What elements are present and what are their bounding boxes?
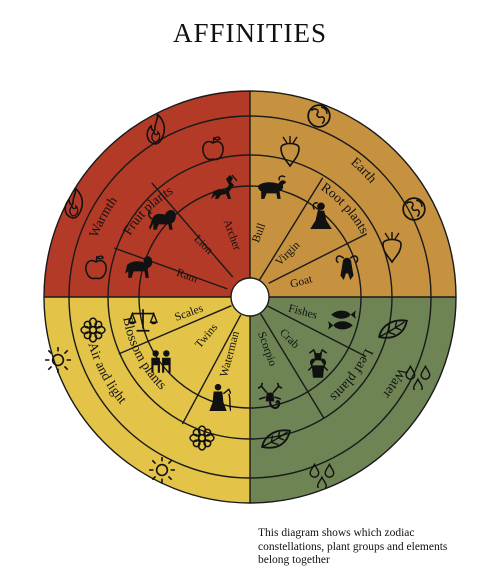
wheel-sectors (44, 91, 456, 503)
caption: This diagram shows which zodiac constell… (258, 527, 488, 568)
sector-earth (250, 91, 456, 297)
page-title: AFFINITIES (172, 18, 327, 48)
wheel-lines (43, 90, 457, 504)
sector-warmth (44, 91, 250, 297)
center-hub (230, 277, 270, 317)
sector-air (44, 297, 250, 503)
caption-line: This diagram shows which zodiac (258, 527, 415, 539)
sign-separators (113, 177, 368, 425)
caption-line: belong together (258, 554, 330, 566)
caption-line: constellations, plant groups and element… (258, 540, 448, 553)
sector-water (250, 297, 456, 503)
sign-label-goat: Goat (289, 273, 314, 291)
